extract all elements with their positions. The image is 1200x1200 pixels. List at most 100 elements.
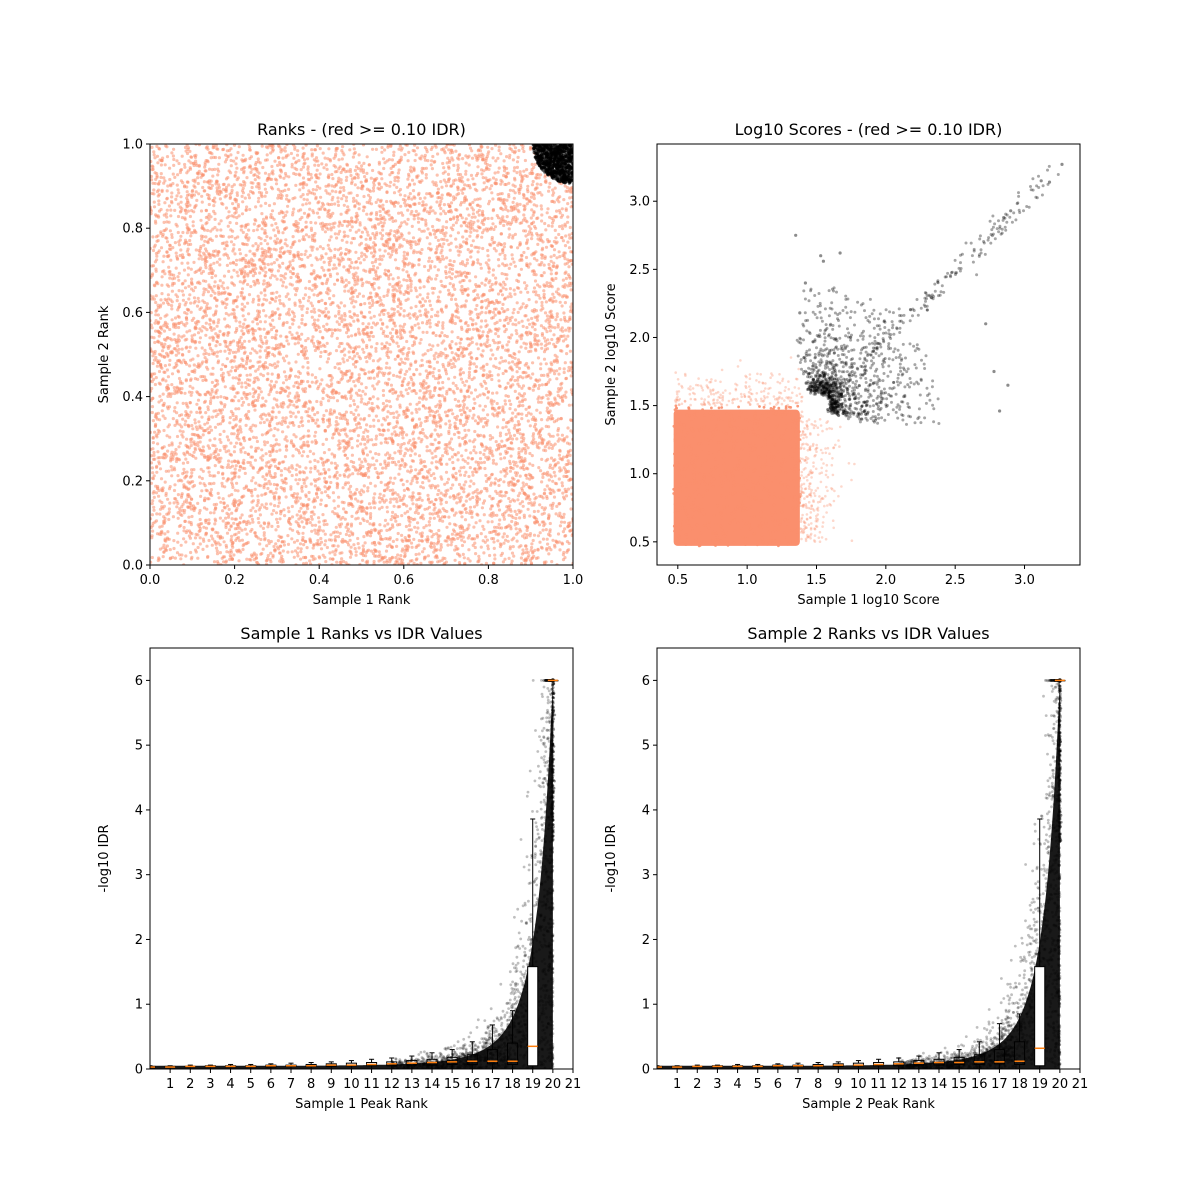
scatter-point	[431, 370, 435, 375]
scatter-point	[553, 228, 557, 232]
scatter-point	[361, 209, 366, 213]
scatter-point	[213, 217, 217, 221]
scatter-point	[448, 426, 452, 430]
scatter-point	[199, 494, 203, 498]
scatter-point	[272, 202, 276, 206]
scatter-point	[335, 169, 339, 174]
scatter-point	[256, 360, 260, 364]
scatter-point	[295, 513, 299, 517]
scatter-point	[337, 367, 341, 371]
scatter-point	[225, 240, 229, 244]
scatter-point	[482, 527, 486, 531]
scatter-point	[353, 547, 357, 551]
scatter-point	[347, 281, 351, 285]
scatter-point	[244, 416, 249, 420]
scatter-point	[406, 441, 411, 445]
scatter-point	[201, 293, 205, 297]
scatter-point	[159, 246, 164, 250]
scatter-point	[340, 157, 344, 161]
scatter-point	[247, 312, 251, 316]
scatter-point	[510, 559, 514, 563]
scatter-point	[536, 356, 541, 360]
scatter-point	[194, 248, 198, 252]
scatter-point	[472, 445, 476, 449]
scatter-point	[524, 451, 528, 455]
scatter-point	[301, 165, 305, 169]
scatter-point	[463, 383, 467, 387]
scatter-point	[369, 316, 373, 320]
scatter-point	[478, 204, 482, 208]
scatter-point	[561, 278, 566, 282]
scatter-point	[462, 465, 466, 469]
scatter-point	[431, 154, 435, 159]
scatter-point	[257, 303, 261, 307]
scatter-point	[225, 435, 229, 439]
scatter-point	[290, 537, 294, 541]
scatter-point	[570, 195, 573, 199]
scatter-point	[348, 310, 352, 314]
scatter-point	[305, 198, 309, 202]
scatter-point	[241, 400, 246, 404]
scatter-point	[198, 336, 202, 340]
scatter-point	[301, 531, 305, 535]
scatter-point	[290, 504, 294, 509]
scatter-point	[176, 230, 180, 235]
scatter-point	[561, 558, 566, 562]
scatter-point	[353, 183, 357, 187]
scatter-point	[362, 161, 366, 165]
scatter-point	[522, 484, 526, 488]
scatter-point	[495, 401, 499, 406]
scatter-point	[295, 473, 299, 477]
scatter-point	[385, 199, 389, 204]
scatter-point	[557, 372, 561, 376]
scatter-point	[394, 424, 398, 429]
scatter-point	[556, 532, 561, 536]
scatter-point	[209, 294, 213, 298]
scatter-point	[282, 370, 287, 374]
scatter-point	[365, 453, 369, 457]
scatter-point	[247, 403, 251, 407]
scatter-point	[275, 277, 279, 281]
scatter-point	[301, 193, 305, 197]
scatter-point	[462, 487, 466, 491]
scatter-point	[457, 253, 461, 257]
scatter-point	[426, 535, 430, 539]
scatter-point	[471, 327, 476, 331]
scatter-point	[435, 173, 439, 177]
scatter-point	[151, 436, 155, 440]
scatter-point	[239, 335, 243, 339]
scatter-point	[245, 176, 249, 180]
scatter-point	[537, 383, 542, 388]
scatter-point	[221, 379, 225, 383]
scatter-point	[212, 204, 216, 208]
scatter-point	[425, 376, 429, 380]
scatter-point	[370, 211, 374, 215]
scatter-point	[385, 361, 389, 365]
scatter-point	[191, 542, 195, 546]
scatter-point	[470, 515, 474, 519]
scatter-point	[481, 176, 485, 180]
scatter-point	[208, 473, 212, 478]
scatter-point	[354, 271, 358, 275]
scatter-point	[313, 484, 317, 488]
scatter-point	[210, 184, 214, 188]
scatter-point	[334, 525, 338, 529]
scatter-point	[522, 213, 526, 217]
scatter-point	[465, 258, 469, 262]
scatter-point	[228, 421, 232, 425]
scatter-point	[534, 176, 538, 180]
scatter-point	[151, 529, 155, 533]
scatter-point	[349, 346, 353, 350]
scatter-point	[317, 516, 321, 520]
scatter-point	[241, 166, 245, 170]
scatter-point	[526, 246, 530, 250]
scatter-point	[540, 457, 544, 461]
scatter-point	[421, 200, 425, 204]
scatter-point	[524, 473, 528, 477]
scatter-point	[263, 274, 267, 278]
scatter-point	[409, 282, 413, 286]
scatter-point	[381, 393, 386, 397]
scatter-point	[426, 280, 430, 284]
scatter-point	[497, 405, 502, 410]
scatter-point	[257, 521, 261, 525]
